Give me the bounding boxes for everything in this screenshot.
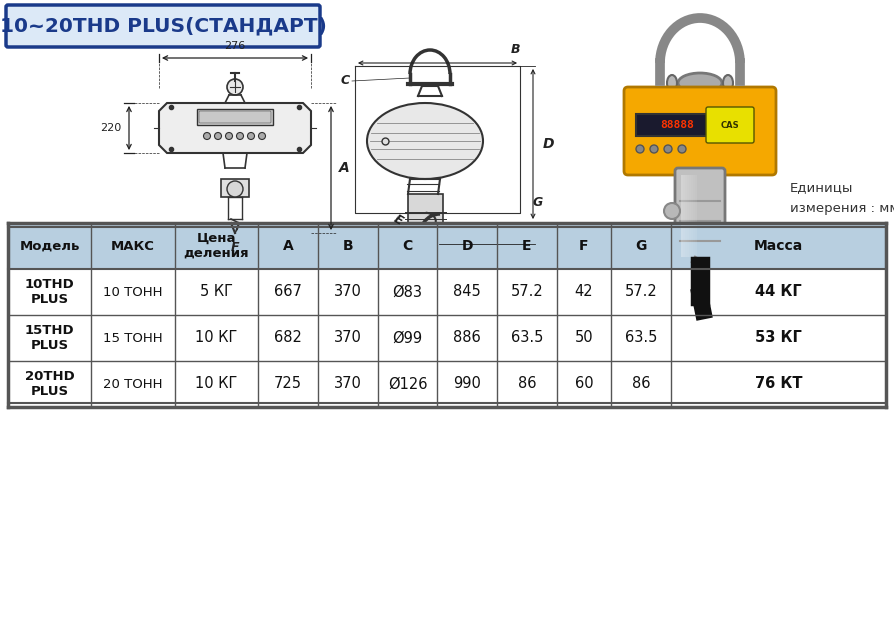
Text: A: A <box>339 161 350 175</box>
Text: E: E <box>392 212 405 228</box>
Bar <box>8 223 886 269</box>
Text: 10 КГ: 10 КГ <box>196 331 238 345</box>
Ellipse shape <box>678 73 722 93</box>
Text: 845: 845 <box>453 284 481 300</box>
Text: 682: 682 <box>274 331 302 345</box>
Text: 370: 370 <box>333 284 362 300</box>
Bar <box>636 114 719 136</box>
Text: C: C <box>341 75 350 87</box>
Circle shape <box>227 181 243 197</box>
Text: Ø83: Ø83 <box>392 284 423 300</box>
Polygon shape <box>159 103 311 153</box>
Circle shape <box>650 145 658 153</box>
Text: B: B <box>342 239 353 253</box>
Text: A: A <box>283 239 293 253</box>
Text: 10THD
PLUS: 10THD PLUS <box>25 278 74 306</box>
Bar <box>8 223 886 407</box>
Text: 20THD
PLUS: 20THD PLUS <box>25 370 74 398</box>
Text: 57.2: 57.2 <box>510 284 544 300</box>
Text: Ø126: Ø126 <box>388 377 427 392</box>
FancyBboxPatch shape <box>199 111 271 123</box>
Text: 44 КГ: 44 КГ <box>755 284 802 300</box>
Text: Модель: Модель <box>20 239 80 253</box>
Circle shape <box>636 145 644 153</box>
FancyBboxPatch shape <box>675 168 725 264</box>
Text: 725: 725 <box>274 377 302 392</box>
Text: 15THD
PLUS: 15THD PLUS <box>25 324 74 352</box>
Ellipse shape <box>367 103 483 179</box>
Text: C: C <box>402 239 413 253</box>
Text: Цена
деления: Цена деления <box>183 232 249 260</box>
Circle shape <box>215 132 222 140</box>
Text: 5 КГ: 5 КГ <box>200 284 233 300</box>
Circle shape <box>258 132 266 140</box>
Text: 370: 370 <box>333 331 362 345</box>
Bar <box>197 109 273 125</box>
Bar <box>690 269 710 279</box>
Text: Масса: Масса <box>754 239 803 253</box>
Text: 990: 990 <box>453 377 481 392</box>
Text: 50: 50 <box>575 331 594 345</box>
Text: 86: 86 <box>632 377 650 392</box>
Text: D: D <box>461 239 473 253</box>
Text: 86: 86 <box>518 377 536 392</box>
FancyBboxPatch shape <box>6 5 320 47</box>
Circle shape <box>237 132 243 140</box>
Text: 63.5: 63.5 <box>510 331 543 345</box>
Text: 276: 276 <box>224 41 246 51</box>
Text: B: B <box>510 43 519 56</box>
Text: G: G <box>636 239 646 253</box>
Text: 220: 220 <box>100 123 121 133</box>
Text: 15 ТОНН: 15 ТОНН <box>104 332 163 345</box>
Text: CAS: CAS <box>721 120 739 129</box>
Text: 886: 886 <box>453 331 481 345</box>
Text: 20 ТОНН: 20 ТОНН <box>104 377 163 390</box>
Text: 88888: 88888 <box>661 120 695 130</box>
Text: 10~20THD PLUS(СТАНДАРТ): 10~20THD PLUS(СТАНДАРТ) <box>0 17 326 35</box>
Circle shape <box>664 145 672 153</box>
Bar <box>221 179 249 197</box>
Text: Ø99: Ø99 <box>392 331 423 345</box>
Text: 60: 60 <box>575 377 594 392</box>
Text: F: F <box>579 239 589 253</box>
Text: Единицы
измерения : мм: Единицы измерения : мм <box>790 181 894 215</box>
Ellipse shape <box>723 75 733 91</box>
Bar <box>408 194 443 224</box>
Text: МАКС: МАКС <box>111 239 155 253</box>
Text: G: G <box>533 197 544 210</box>
Text: 63.5: 63.5 <box>625 331 657 345</box>
Text: E: E <box>522 239 532 253</box>
Text: 667: 667 <box>274 284 302 300</box>
Ellipse shape <box>667 75 677 91</box>
Text: 10 КГ: 10 КГ <box>196 377 238 392</box>
FancyBboxPatch shape <box>624 87 776 175</box>
Text: 57.2: 57.2 <box>625 284 657 300</box>
Text: 42: 42 <box>575 284 594 300</box>
Circle shape <box>248 132 255 140</box>
Text: 10 ТОНН: 10 ТОНН <box>104 285 163 298</box>
Circle shape <box>204 132 210 140</box>
Circle shape <box>678 145 686 153</box>
Text: 53 КГ: 53 КГ <box>755 331 802 345</box>
Circle shape <box>664 203 680 219</box>
Text: 76 КТ: 76 КТ <box>755 377 802 392</box>
Text: D: D <box>543 137 554 151</box>
Circle shape <box>225 132 232 140</box>
FancyBboxPatch shape <box>706 107 754 143</box>
Text: F: F <box>231 241 240 254</box>
Circle shape <box>227 79 243 95</box>
Text: 370: 370 <box>333 377 362 392</box>
